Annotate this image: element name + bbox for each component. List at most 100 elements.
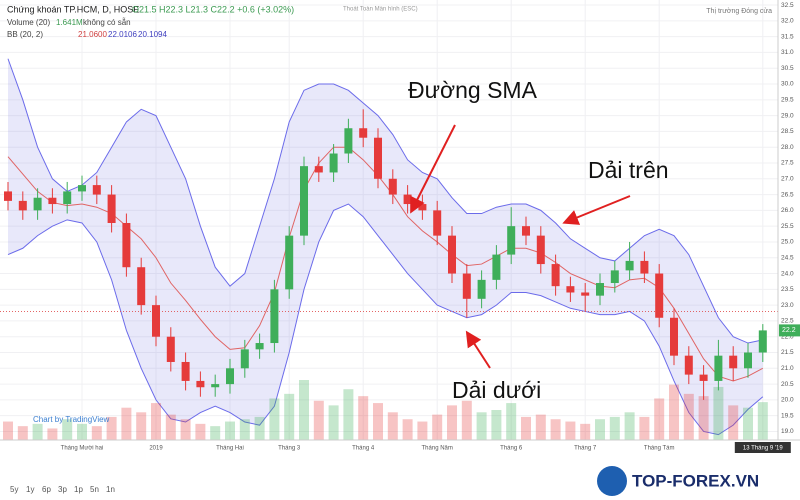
candle-body: [92, 185, 101, 195]
volume-bar: [639, 416, 650, 440]
candle-body: [122, 223, 131, 268]
y-tick-label: 21.5: [781, 349, 794, 356]
volume-bar: [165, 414, 176, 440]
bb-middle: 21.0600: [78, 30, 107, 39]
candle-body: [581, 292, 590, 296]
ohlc: O21.5 H22.3 L21.3 C22.2 +0.6 (+3.02%): [132, 4, 294, 14]
candle-body: [33, 197, 42, 211]
volume-bar: [299, 380, 309, 440]
x-tick-label: Tháng Năm: [422, 446, 453, 452]
y-tick-label: 27.0: [781, 175, 794, 182]
volume-bar: [328, 405, 339, 440]
arrow: [410, 124, 456, 214]
candle-body: [166, 336, 175, 362]
candle-body: [729, 355, 738, 369]
volume-bar: [521, 416, 531, 440]
candle-body: [744, 352, 752, 369]
candle-body: [758, 330, 767, 353]
y-tick-label: 28.5: [781, 128, 794, 135]
volume-bar: [106, 416, 117, 440]
y-tick-label: 32.5: [781, 2, 794, 9]
candle-body: [78, 185, 86, 192]
y-tick-label: 20.5: [781, 381, 794, 388]
volume-bar: [358, 396, 369, 440]
volume-bar: [151, 403, 161, 440]
price-tag: [779, 324, 800, 337]
x-tick-label: 2019: [149, 446, 163, 452]
x-tick-label: Tháng Mười hai: [61, 446, 104, 452]
volume-bar: [239, 419, 250, 440]
period-button[interactable]: 1n: [106, 485, 115, 494]
candle-body: [670, 317, 678, 356]
period-button[interactable]: 5n: [90, 485, 99, 494]
volume-bar: [669, 384, 679, 440]
y-tick-label: 29.5: [781, 97, 794, 104]
candle-body: [359, 128, 368, 138]
volume-label: Volume (20): [7, 18, 50, 27]
x-tick-label: Tháng 6: [500, 446, 523, 452]
volume-bar: [698, 396, 709, 440]
candle-body: [18, 200, 27, 211]
volume-bar: [461, 400, 472, 440]
volume-bar: [595, 419, 605, 440]
candle-body: [152, 305, 160, 337]
candle-body: [240, 349, 249, 369]
volume-bar: [47, 428, 58, 440]
period-button[interactable]: 6p: [42, 485, 51, 494]
volume-bar: [491, 410, 502, 440]
volume-bar: [417, 421, 428, 440]
volume-bar: [683, 393, 694, 440]
volume-bar: [77, 423, 87, 440]
middle-band: [7, 146, 764, 382]
arrow: [465, 330, 491, 369]
period-bar: 5y 1y 6p 3p 1p 5n 1n: [10, 485, 115, 494]
volume-bar: [121, 407, 132, 440]
y-tick-label: 20.0: [781, 397, 794, 404]
candle-body: [270, 289, 279, 344]
volume-bar: [550, 419, 561, 440]
period-button[interactable]: 5y: [10, 485, 18, 494]
candle-body: [714, 355, 723, 381]
y-tick-label: 30.5: [781, 65, 794, 72]
volume-bar: [3, 421, 13, 440]
y-tick-label: 23.5: [781, 286, 794, 293]
candle-body: [566, 286, 575, 293]
candle-body: [625, 260, 634, 271]
candle-body: [536, 235, 545, 265]
credit[interactable]: Chart by TradingView: [33, 415, 110, 424]
candle-body: [255, 343, 264, 350]
period-button[interactable]: 3p: [58, 485, 67, 494]
y-tick-label: 21.0: [781, 365, 794, 372]
y-tick-label: 29.0: [781, 112, 794, 119]
exit-fullscreen[interactable]: Thoát Toàn Màn hình (ESC): [343, 7, 418, 13]
period-button[interactable]: 1y: [26, 485, 34, 494]
symbol: Chứng khoán TP.HCM, D, HOSE: [7, 4, 139, 14]
y-tick-label: 22.5: [781, 318, 794, 325]
plot: [0, 0, 778, 440]
annotation: Đường SMA: [408, 77, 538, 103]
candle-body: [48, 197, 57, 205]
volume-bar: [195, 423, 206, 440]
y-tick-label: 30.0: [781, 81, 794, 88]
lower-band: [7, 203, 764, 436]
volume-bar: [432, 414, 443, 440]
candle-body: [211, 384, 220, 388]
candle-body: [640, 260, 649, 274]
period-button[interactable]: 1p: [74, 485, 83, 494]
candle-body: [344, 128, 353, 154]
y-tick-label: 19.5: [781, 412, 794, 419]
candle-body: [699, 374, 708, 381]
candle-body: [329, 153, 338, 173]
y-tick-label: 31.5: [781, 33, 794, 40]
volume-value: 1.641M: [56, 18, 83, 27]
candle-body: [314, 166, 323, 173]
volume-bar: [535, 414, 546, 440]
candle-body: [388, 178, 397, 195]
upper-band: [7, 58, 763, 344]
volume-bar: [32, 423, 43, 440]
volume-bar: [254, 416, 265, 440]
x-tick-label: Tháng 3: [278, 446, 301, 452]
y-tick-label: 23.0: [781, 302, 794, 309]
volume-bar: [284, 393, 295, 440]
